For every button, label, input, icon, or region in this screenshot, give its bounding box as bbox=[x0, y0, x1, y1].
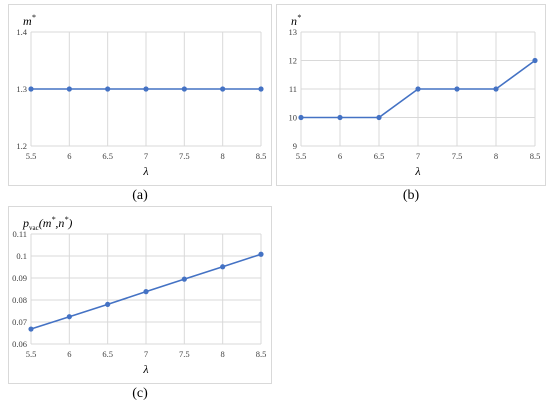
chart-panel-b: 9 10 11 12 13 5.5 6 6.5 7 7.5 8 8.5 λ n* bbox=[276, 4, 546, 186]
x-tick-label-c-5: 8 bbox=[221, 349, 225, 359]
data-point-a-4 bbox=[181, 86, 187, 92]
x-axis-label-c: λ bbox=[142, 362, 148, 376]
x-tick-label-c-4: 7.5 bbox=[179, 349, 190, 359]
y-tick-label-c-1: 0.07 bbox=[12, 317, 27, 327]
x-tick-label-c-0: 5.5 bbox=[26, 349, 37, 359]
x-tick-label-c-3: 7 bbox=[144, 349, 148, 359]
title-main-c: p bbox=[22, 216, 29, 230]
chart-title-a: m* bbox=[23, 13, 36, 28]
x-tick-label-a-5: 8 bbox=[221, 151, 225, 161]
title-comma-c: ,n bbox=[55, 216, 64, 230]
x-tick-label-b-2: 6.5 bbox=[374, 151, 385, 161]
y-tick-label-b-3: 12 bbox=[289, 56, 298, 66]
data-point-b-5 bbox=[493, 86, 499, 92]
caption-c: (c) bbox=[132, 386, 148, 401]
x-tick-label-c-6: 8.5 bbox=[256, 349, 267, 359]
data-point-a-5 bbox=[220, 86, 226, 92]
title-open-c: (m bbox=[39, 216, 52, 230]
data-point-b-2 bbox=[376, 114, 382, 121]
x-axis-label-a: λ bbox=[142, 164, 148, 178]
title-star1-c: * bbox=[51, 215, 55, 224]
chart-panel-a: 1.2 1.3 1.4 5.5 6 6.5 7 7.5 8 8.5 λ m* bbox=[8, 4, 272, 186]
title-main-b: n bbox=[291, 14, 297, 28]
caption-b: (b) bbox=[402, 188, 420, 203]
y-tick-label-c-5: 0.11 bbox=[12, 229, 27, 239]
x-axis-label-b: λ bbox=[414, 164, 420, 178]
data-point-b-6 bbox=[532, 57, 538, 64]
chart-title-b: n* bbox=[291, 13, 301, 28]
x-tick-label-b-6: 8.5 bbox=[530, 151, 541, 161]
y-tick-label-b-1: 10 bbox=[289, 113, 298, 123]
x-tick-label-a-3: 7 bbox=[144, 151, 148, 161]
x-tick-label-b-0: 5.5 bbox=[296, 151, 307, 161]
data-point-a-0 bbox=[28, 86, 34, 92]
x-tick-label-a-4: 7.5 bbox=[179, 151, 190, 161]
data-point-b-4 bbox=[454, 86, 460, 92]
title-sub-c: vac bbox=[29, 224, 39, 232]
x-tick-label-a-2: 6.5 bbox=[102, 151, 113, 161]
y-tick-label-b-2: 11 bbox=[289, 84, 297, 94]
data-point-a-6 bbox=[258, 86, 264, 92]
title-star2-c: * bbox=[64, 215, 68, 224]
data-point-c-3 bbox=[143, 289, 149, 295]
data-point-a-2 bbox=[105, 86, 111, 92]
data-point-b-0 bbox=[298, 114, 304, 121]
data-point-a-1 bbox=[66, 86, 72, 92]
title-star-a: * bbox=[32, 13, 36, 22]
data-point-b-3 bbox=[415, 86, 421, 92]
title-close-c: ) bbox=[67, 216, 72, 230]
x-tick-label-b-1: 6 bbox=[338, 151, 342, 161]
y-tick-label-a-1: 1.3 bbox=[16, 84, 27, 94]
x-tick-label-a-6: 8.5 bbox=[256, 151, 267, 161]
y-tick-label-a-0: 1.2 bbox=[16, 141, 27, 151]
chart-a-svg: 1.2 1.3 1.4 5.5 6 6.5 7 7.5 8 8.5 λ m* bbox=[16, 13, 267, 178]
x-tick-label-b-4: 7.5 bbox=[452, 151, 463, 161]
chart-c-svg: 0.06 0.07 0.08 0.09 0.1 0.11 5.5 6 6.5 7 7.5 8 8.5 λ p… bbox=[12, 215, 267, 376]
y-tick-label-c-0: 0.06 bbox=[12, 339, 27, 349]
y-tick-label-c-2: 0.08 bbox=[12, 295, 27, 305]
data-point-c-5 bbox=[220, 264, 226, 270]
data-point-c-0 bbox=[28, 326, 34, 332]
y-tick-label-b-0: 9 bbox=[293, 141, 297, 151]
data-point-b-1 bbox=[337, 114, 343, 121]
x-tick-label-b-3: 7 bbox=[416, 151, 420, 161]
y-tick-label-a-2: 1.4 bbox=[16, 27, 27, 37]
chart-b-svg: 9 10 11 12 13 5.5 6 6.5 7 7.5 8 8.5 λ n* bbox=[289, 13, 541, 178]
y-tick-label-b-4: 13 bbox=[289, 27, 298, 37]
title-star-b: * bbox=[297, 13, 301, 22]
x-tick-label-c-1: 6 bbox=[67, 349, 71, 359]
x-tick-label-a-1: 6 bbox=[67, 151, 71, 161]
title-main-a: m bbox=[23, 14, 32, 28]
x-tick-label-a-0: 5.5 bbox=[26, 151, 37, 161]
data-point-c-6 bbox=[258, 251, 264, 257]
data-point-c-4 bbox=[181, 276, 187, 282]
x-tick-label-b-5: 8 bbox=[494, 151, 498, 161]
chart-panel-c: 0.06 0.07 0.08 0.09 0.1 0.11 5.5 6 6.5 7 7.5 8 8.5 λ p… bbox=[8, 206, 272, 384]
caption-a: (a) bbox=[132, 188, 148, 203]
data-point-c-1 bbox=[66, 314, 72, 320]
y-tick-label-c-3: 0.09 bbox=[12, 273, 27, 283]
y-tick-label-c-4: 0.1 bbox=[16, 251, 27, 261]
data-point-a-3 bbox=[143, 86, 149, 92]
data-point-c-2 bbox=[105, 301, 111, 307]
x-tick-label-c-2: 6.5 bbox=[102, 349, 113, 359]
chart-title-c: pvac(m*,n*) bbox=[22, 215, 72, 232]
